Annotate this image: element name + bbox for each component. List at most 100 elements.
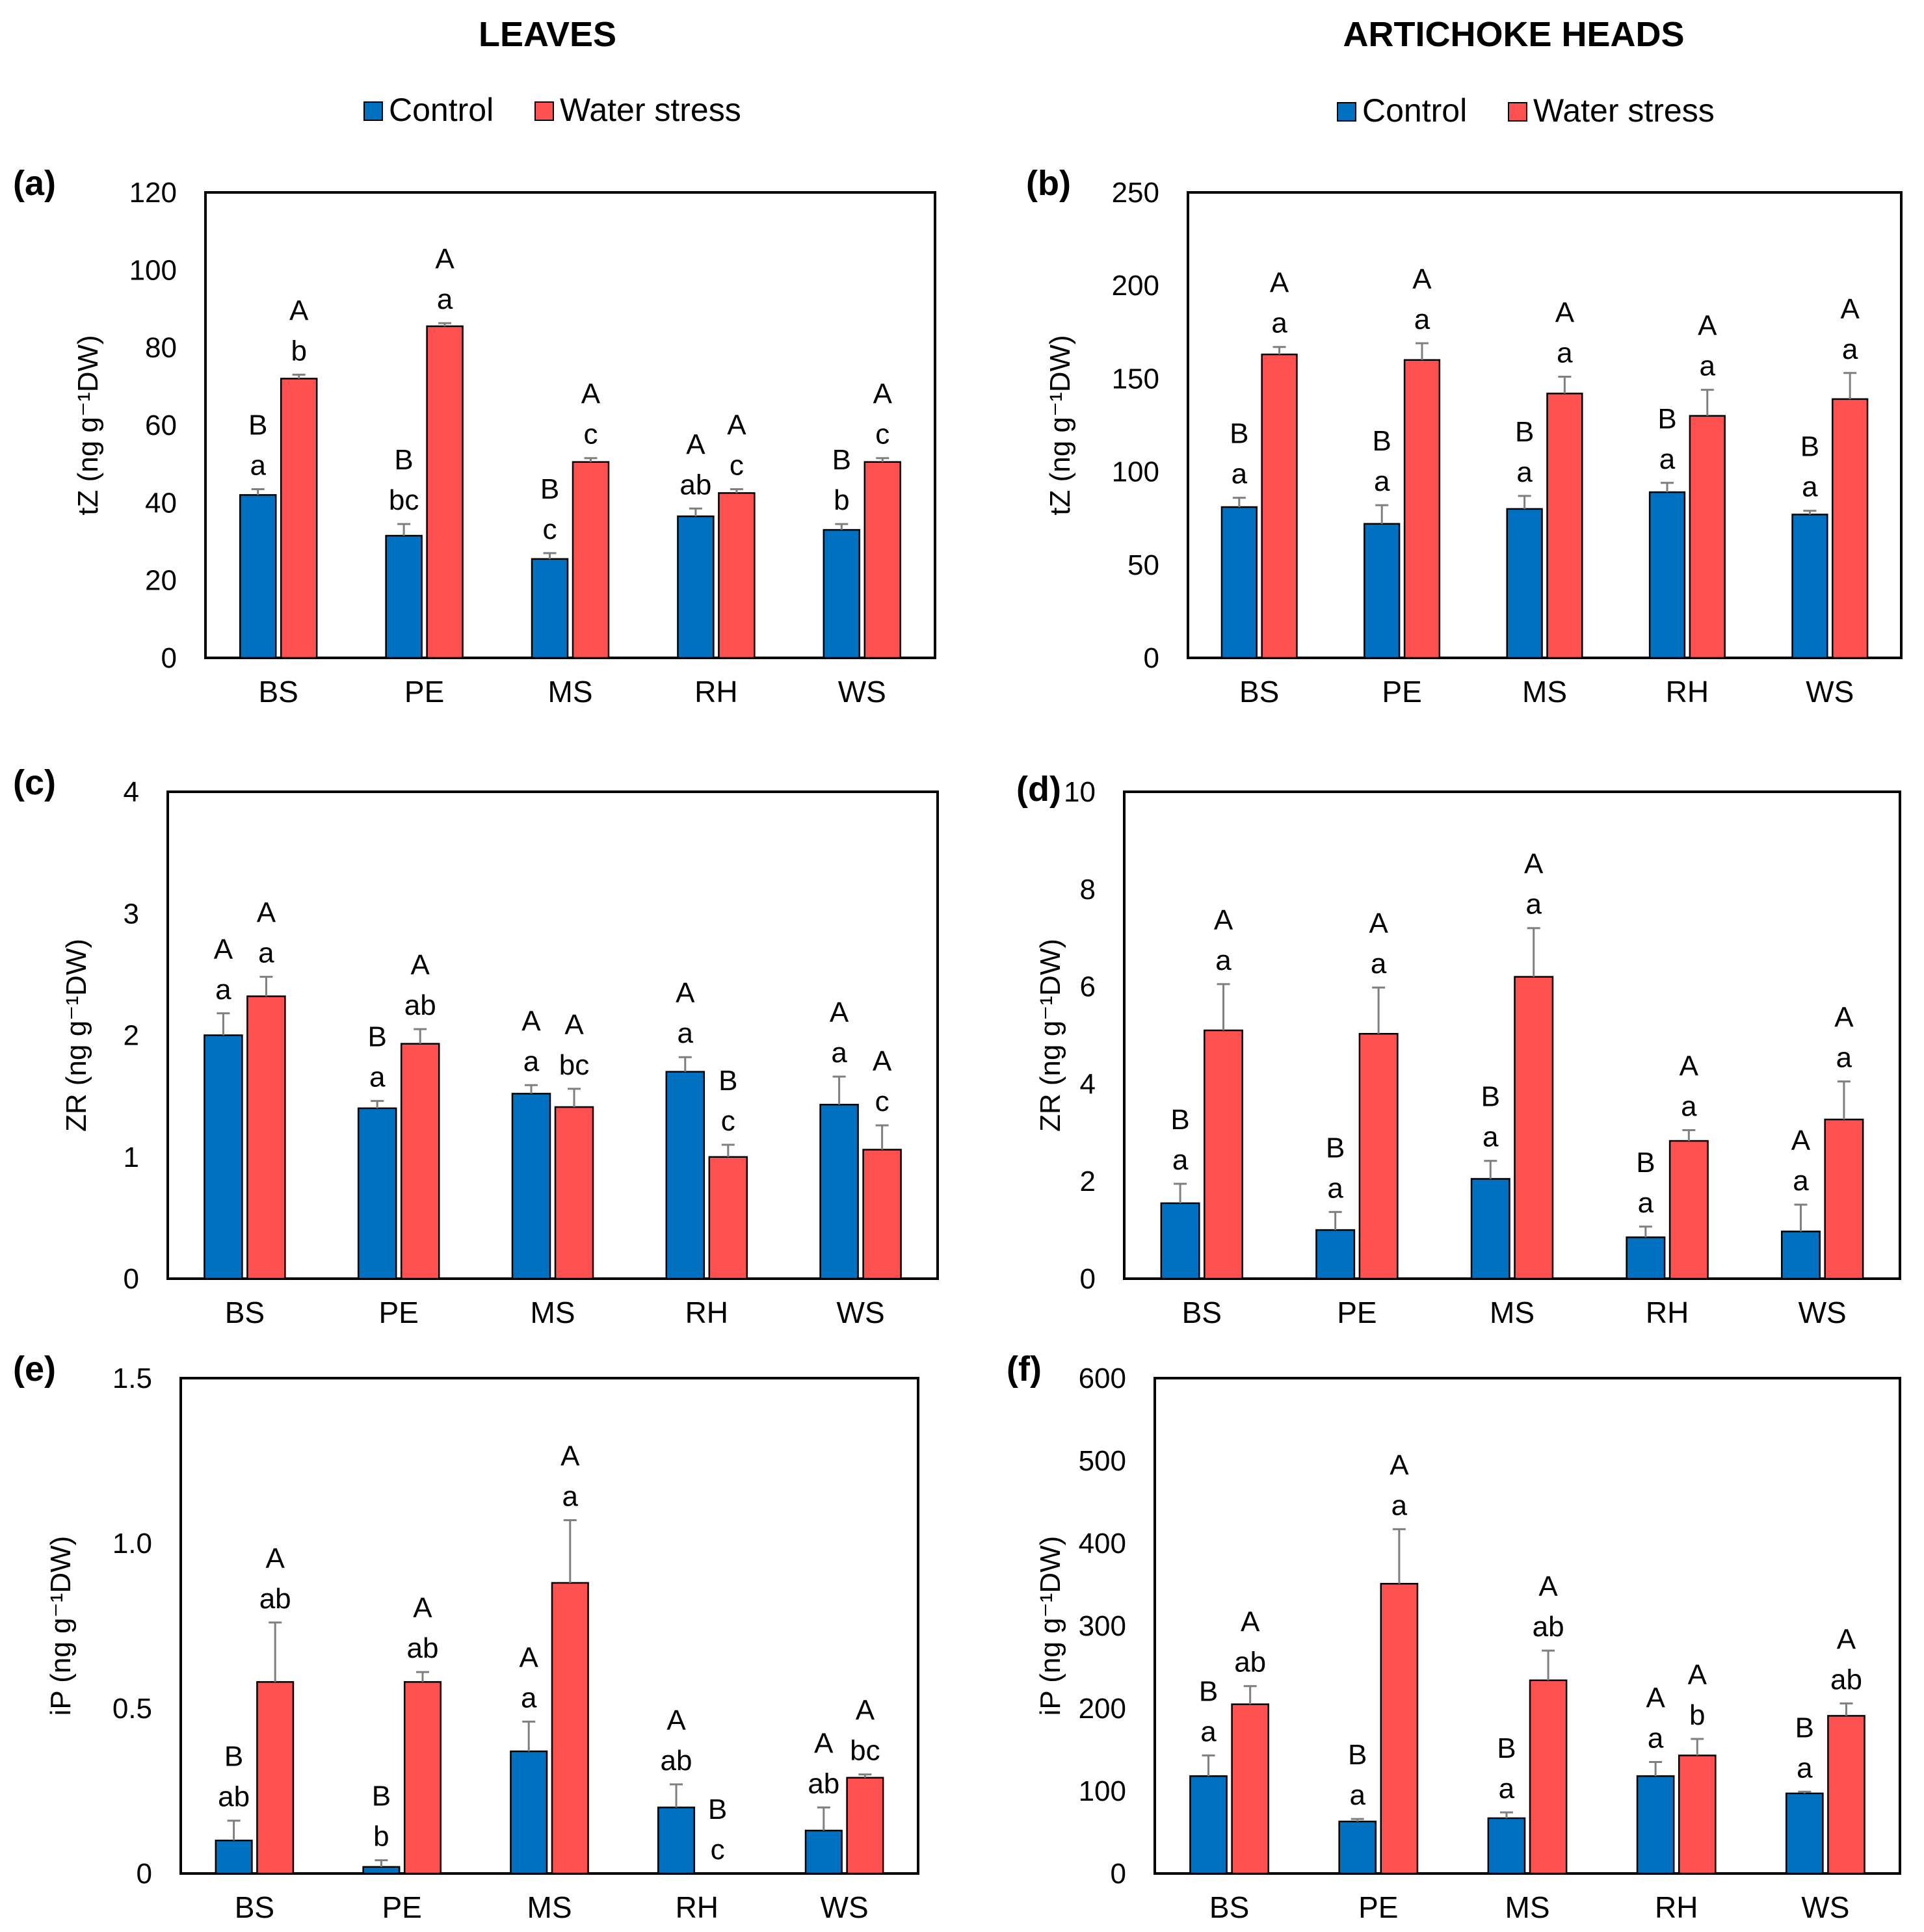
significance-letter-lower: a: [1374, 465, 1390, 497]
y-axis-title: iP (ng g⁻¹DW): [45, 1536, 77, 1716]
significance-letter-upper: B: [1170, 1104, 1189, 1136]
bar-water-stress-ws: [846, 1777, 884, 1875]
significance-letter-upper: A: [1538, 1571, 1558, 1602]
bar-water-stress-ws: [862, 1149, 902, 1280]
bar-control-ms: [1487, 1817, 1526, 1875]
significance-letter-upper: B: [224, 1741, 243, 1773]
bar-water-stress-ms: [554, 1106, 594, 1280]
significance-letter-upper: B: [1481, 1081, 1500, 1113]
significance-letter-lower: bc: [559, 1049, 589, 1081]
significance-letter-lower: b: [373, 1821, 389, 1853]
significance-letter-lower: c: [543, 514, 557, 545]
significance-letter-lower: c: [711, 1834, 725, 1866]
significance-letter-upper: A: [1369, 907, 1388, 939]
bar-water-stress-pe: [1358, 1033, 1399, 1280]
bar-water-stress-pe: [426, 325, 464, 659]
bar-control-rh: [1648, 491, 1686, 659]
significance-letter-lower: a: [1557, 337, 1573, 369]
y-tick-label: 0: [124, 1263, 139, 1295]
significance-letter-upper: A: [727, 409, 746, 441]
significance-letter-lower: c: [875, 419, 890, 450]
significance-letter-upper: A: [1698, 310, 1717, 342]
bar-water-stress-bs: [280, 378, 318, 659]
significance-letter-lower: ab: [1234, 1647, 1266, 1678]
significance-letter-upper: A: [214, 933, 233, 965]
significance-letter-lower: a: [1648, 1723, 1664, 1755]
significance-letter-lower: a: [215, 974, 231, 1006]
significance-letter-upper: B: [248, 409, 267, 441]
significance-letter-upper: A: [1412, 263, 1432, 295]
significance-letter-upper: B: [1348, 1739, 1367, 1771]
significance-letter-lower: a: [678, 1017, 694, 1049]
bar-water-stress-pe: [1403, 359, 1441, 659]
significance-letter-upper: A: [1555, 297, 1575, 329]
x-category-label: WS: [838, 675, 886, 709]
significance-letter-upper: A: [257, 897, 276, 929]
significance-letter-lower: ab: [661, 1745, 692, 1777]
bar-control-rh: [677, 515, 715, 659]
bar-control-rh: [665, 1071, 705, 1280]
y-tick-label: 50: [1127, 549, 1159, 581]
significance-letter-lower: b: [1689, 1699, 1705, 1731]
bar-water-stress-rh: [718, 492, 756, 659]
plot-frame: [1187, 191, 1903, 659]
y-tick-label: 0: [161, 642, 177, 674]
y-tick-label: 4: [1080, 1068, 1096, 1100]
bar-water-stress-rh: [1668, 1140, 1709, 1280]
x-category-label: WS: [1799, 1296, 1847, 1329]
significance-letter-upper: A: [413, 1592, 432, 1624]
y-tick-label: 200: [1112, 270, 1159, 302]
x-category-label: RH: [1666, 675, 1709, 709]
y-tick-label: 4: [124, 776, 139, 808]
y-tick-label: 400: [1079, 1528, 1126, 1560]
significance-letter-lower: bc: [389, 484, 419, 516]
legend-right: Control Water stress: [1337, 92, 1715, 129]
x-category-label: PE: [1358, 1890, 1398, 1924]
x-category-label: WS: [821, 1890, 869, 1924]
panel-label: (e): [13, 1350, 56, 1389]
significance-letter-upper: A: [814, 1727, 834, 1759]
significance-letter-lower: a: [1525, 889, 1542, 920]
bar-control-bs: [1160, 1202, 1200, 1280]
bar-water-stress-ws: [1827, 1715, 1865, 1875]
x-category-label: MS: [1522, 675, 1567, 709]
bar-control-ws: [819, 1103, 859, 1280]
panel-label: (b): [1026, 164, 1071, 203]
y-tick-label: 100: [1112, 456, 1159, 488]
significance-letter-lower: a: [1802, 471, 1818, 503]
significance-letter-upper: B: [1636, 1147, 1655, 1179]
significance-letter-lower: a: [1797, 1752, 1813, 1784]
significance-letter-upper: B: [394, 444, 413, 476]
significance-letter-lower: ab: [407, 1632, 439, 1664]
significance-letter-upper: A: [521, 1005, 541, 1037]
y-tick-label: 250: [1112, 177, 1159, 209]
x-category-label: MS: [1505, 1890, 1550, 1924]
panel-label: (a): [13, 164, 56, 203]
y-tick-label: 8: [1080, 874, 1096, 906]
y-axis-title: tZ (ng g⁻¹DW): [72, 335, 104, 515]
bar-control-ms: [531, 558, 569, 659]
y-tick-label: 60: [145, 410, 177, 441]
bar-control-rh: [657, 1807, 696, 1875]
significance-letter-upper: A: [1524, 848, 1544, 880]
significance-letter-lower: a: [1414, 304, 1430, 335]
y-tick-label: 2: [1080, 1166, 1096, 1197]
significance-letter-lower: a: [1681, 1091, 1697, 1123]
x-category-label: RH: [1655, 1890, 1698, 1924]
bar-water-stress-pe: [400, 1043, 440, 1280]
bar-control-ws: [804, 1829, 843, 1875]
y-tick-label: 3: [124, 898, 139, 930]
significance-letter-upper: B: [1497, 1732, 1516, 1764]
significance-letter-upper: A: [411, 949, 430, 981]
x-category-label: BS: [259, 675, 298, 709]
significance-letter-upper: B: [1657, 403, 1676, 435]
x-category-label: MS: [531, 1296, 575, 1329]
significance-letter-upper: A: [1214, 904, 1233, 936]
bar-control-bs: [204, 1034, 243, 1280]
significance-letter-lower: a: [1638, 1187, 1654, 1219]
y-tick-label: 1: [124, 1142, 139, 1173]
y-tick-label: 120: [129, 177, 177, 209]
y-axis-title: tZ (ng g⁻¹DW): [1044, 335, 1076, 515]
bar-water-stress-ws: [1832, 398, 1869, 659]
